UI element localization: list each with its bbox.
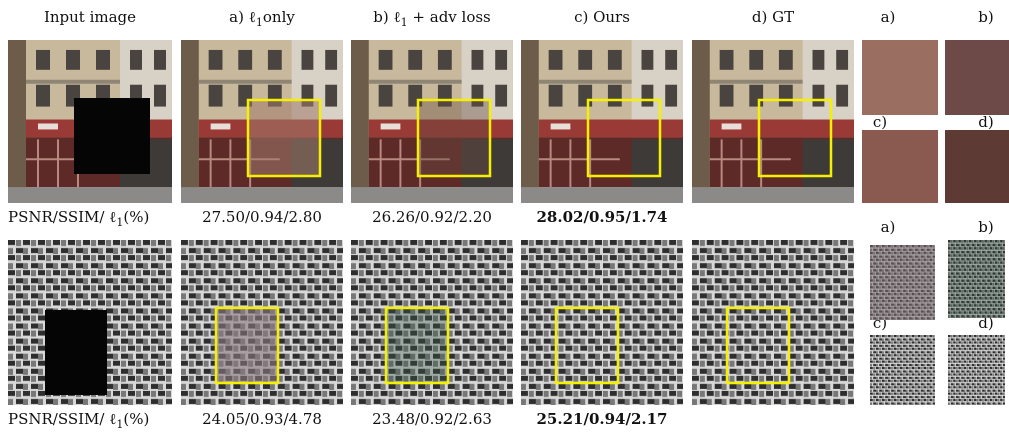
- mask: [74, 98, 150, 174]
- blur-region: [386, 308, 448, 383]
- crop-image: [948, 335, 1005, 405]
- header-subscript: 1: [256, 16, 263, 29]
- row-label: PSNR/SSIM/ ℓ1(%): [8, 410, 149, 431]
- blur-region: [248, 100, 320, 176]
- crop-label: d): [978, 113, 993, 131]
- figure: Input image a) ℓ1only b) ℓ1 + adv loss c…: [0, 0, 1009, 434]
- crop-image: [945, 130, 1009, 203]
- gt-image: [692, 40, 854, 203]
- result-image: [521, 240, 683, 405]
- crop-label: b): [978, 8, 993, 26]
- header-part: a) ℓ: [229, 8, 256, 26]
- metric: 23.48/0.92/2.63: [372, 410, 492, 428]
- header-subscript: 1: [401, 16, 408, 29]
- metric: 27.50/0.94/2.80: [202, 208, 322, 226]
- crop-tint: [948, 240, 1005, 318]
- crop-label: c): [873, 113, 887, 131]
- page: Input image a) ℓ1only b) ℓ1 + adv loss c…: [0, 0, 1009, 434]
- crop-image: [862, 40, 938, 115]
- crop-image: [862, 130, 938, 203]
- label-subscript: 1: [116, 418, 123, 431]
- crop-image: [870, 335, 935, 405]
- metric: 28.02/0.95/1.74: [537, 208, 668, 226]
- column-header: c) Ours: [574, 8, 630, 26]
- column-header: Input image: [44, 8, 136, 26]
- gt-image: [692, 240, 854, 405]
- metric: 24.05/0.93/4.78: [202, 410, 322, 428]
- metric: 26.26/0.92/2.20: [372, 208, 492, 226]
- label-part: PSNR/SSIM/ ℓ: [8, 410, 116, 428]
- header-part: b) ℓ: [373, 8, 400, 26]
- label-part: PSNR/SSIM/ ℓ: [8, 208, 116, 226]
- column-header: a) ℓ1only: [229, 8, 295, 29]
- metric: 25.21/0.94/2.17: [537, 410, 668, 428]
- label-subscript: 1: [116, 216, 123, 229]
- header-part: only: [263, 8, 295, 26]
- row-label: PSNR/SSIM/ ℓ1(%): [8, 208, 149, 229]
- result-image: [521, 40, 683, 203]
- crop-label: a): [881, 8, 896, 26]
- crop-label: a): [881, 218, 896, 236]
- column-header: d) GT: [752, 8, 794, 26]
- header-part: + adv loss: [408, 8, 491, 26]
- crop-tint: [870, 245, 935, 320]
- crop-label: b): [978, 218, 993, 236]
- column-header: b) ℓ1 + adv loss: [373, 8, 491, 29]
- mask: [45, 310, 107, 395]
- blur-region: [418, 100, 490, 176]
- label-part: (%): [123, 208, 149, 226]
- blur-region: [216, 308, 278, 383]
- label-part: (%): [123, 410, 149, 428]
- crop-image: [945, 40, 1009, 115]
